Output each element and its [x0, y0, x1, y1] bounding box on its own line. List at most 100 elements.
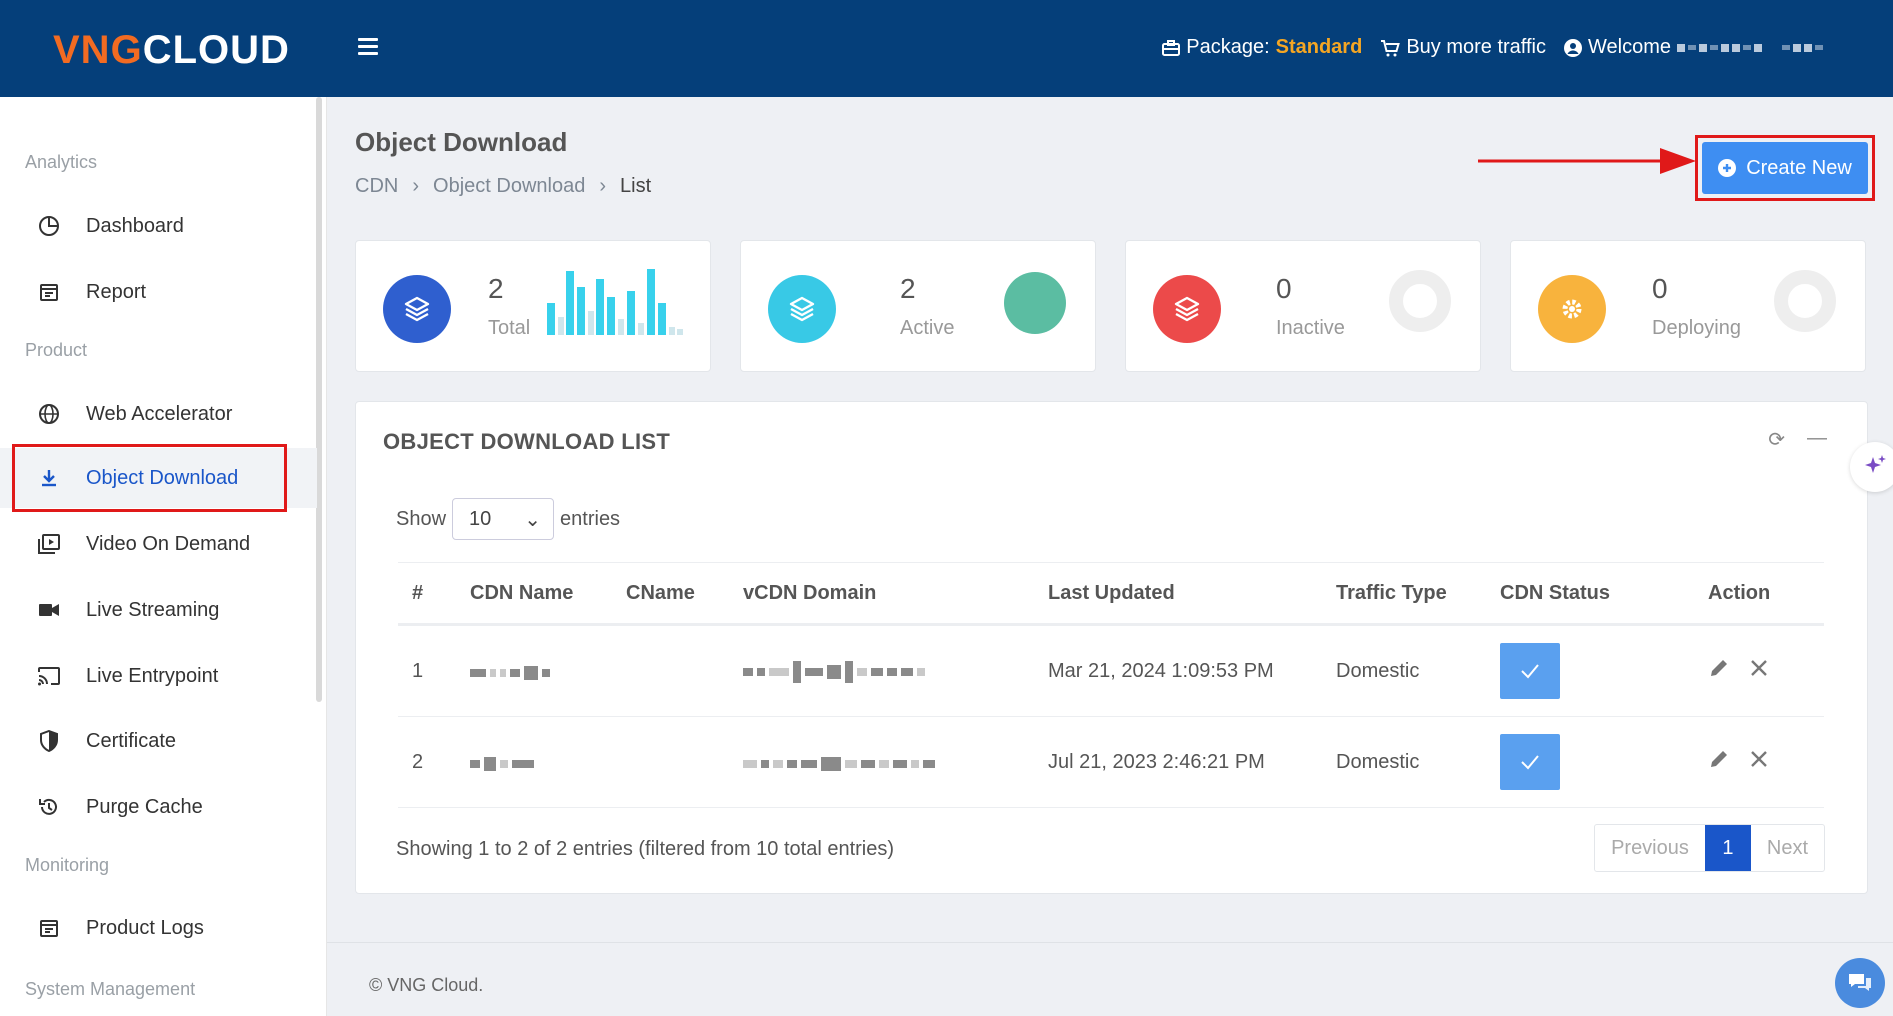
shield-icon — [34, 730, 64, 752]
footer: © VNG Cloud. — [327, 942, 1893, 1016]
history-icon — [34, 796, 64, 818]
show-label: Show — [396, 507, 447, 530]
sidebar-item-label: Dashboard — [86, 214, 184, 237]
col-index[interactable]: # — [398, 562, 456, 626]
donut-chart-icon — [1004, 272, 1066, 334]
refresh-icon[interactable]: ⟳ — [1768, 429, 1785, 451]
table-header-row: # CDN Name CName vCDN Domain Last Update… — [398, 562, 1824, 626]
edit-pencil-icon[interactable] — [1708, 748, 1730, 776]
breadcrumb-cdn[interactable]: CDN — [355, 175, 399, 197]
object-download-list-panel: OBJECT DOWNLOAD LIST ⟳ — Show 10 ⌄ entri… — [355, 401, 1868, 894]
download-icon — [34, 468, 64, 488]
row-index: 2 — [398, 717, 456, 808]
stat-value: 2 — [488, 273, 504, 304]
panel-tools: ⟳ — — [1768, 427, 1827, 452]
donut-chart-icon — [1389, 270, 1451, 332]
calendar-icon — [34, 282, 64, 302]
sidebar-item-certificate[interactable]: Certificate — [0, 711, 317, 771]
collapse-icon[interactable]: — — [1807, 427, 1827, 449]
last-updated-cell: Jul 21, 2023 2:46:21 PM — [1034, 717, 1322, 808]
check-icon — [1521, 664, 1539, 679]
layers-icon — [383, 275, 451, 343]
annotation-highlight-create — [1695, 135, 1875, 201]
stat-card-inactive: 0 Inactive — [1125, 240, 1481, 372]
edit-pencil-icon[interactable] — [1708, 657, 1730, 685]
page-size-select[interactable]: 10 ⌄ — [452, 498, 555, 540]
section-monitoring: Monitoring — [25, 855, 110, 875]
status-check-button[interactable] — [1500, 643, 1560, 699]
create-new-button[interactable]: Create New — [1702, 142, 1868, 194]
delete-close-icon[interactable] — [1750, 750, 1768, 774]
object-download-table: # CDN Name CName vCDN Domain Last Update… — [398, 562, 1824, 808]
delete-close-icon[interactable] — [1750, 659, 1768, 683]
col-vcdn-domain[interactable]: vCDN Domain — [729, 562, 1034, 626]
calendar-list-icon — [34, 918, 64, 938]
sidebar-item-product-logs[interactable]: Product Logs — [0, 898, 317, 958]
sidebar-item-label: Live Entrypoint — [86, 664, 219, 687]
stat-label: Inactive — [1276, 317, 1345, 339]
sidebar-item-object-download[interactable]: Object Download — [0, 448, 317, 508]
stat-value: 0 — [1276, 273, 1292, 304]
sidebar-item-live-streaming[interactable]: Live Streaming — [0, 580, 317, 640]
pagination-next[interactable]: Next — [1766, 836, 1808, 859]
sidebar-item-report[interactable]: Report — [0, 262, 317, 322]
buy-traffic-link[interactable]: Buy more traffic — [1380, 36, 1546, 59]
welcome-label: Welcome — [1588, 36, 1671, 58]
sidebar-item-dashboard[interactable]: Dashboard — [0, 196, 317, 256]
cdn-status-cell — [1486, 626, 1648, 717]
sidebar-item-live-entrypoint[interactable]: Live Entrypoint — [0, 646, 317, 706]
section-analytics: Analytics — [25, 152, 98, 172]
sidebar-scrollbar[interactable] — [316, 97, 322, 702]
sidebar-item-label: Live Streaming — [86, 598, 220, 621]
chat-bubble-icon[interactable] — [1835, 958, 1885, 1008]
stat-label: Deploying — [1652, 317, 1741, 339]
pagination: Previous 1 Next — [1594, 824, 1825, 872]
breadcrumb-separator-icon: › — [412, 175, 420, 197]
col-cdn-status[interactable]: CDN Status — [1486, 562, 1648, 626]
top-bar: VNGCLOUD Package: Standard Buy more traf… — [0, 0, 1893, 97]
user-menu[interactable]: Welcome — [1564, 36, 1823, 59]
redacted-cdn-name[interactable] — [456, 626, 612, 717]
create-new-label: Create New — [1746, 156, 1852, 179]
col-cname[interactable]: CName — [612, 562, 729, 626]
pagination-page-1[interactable]: 1 — [1704, 825, 1751, 871]
layers-icon — [1153, 275, 1221, 343]
menu-toggle-icon[interactable] — [358, 38, 378, 56]
package-value: Standard — [1275, 36, 1363, 58]
stat-card-total: 2 Total — [355, 240, 711, 372]
cdn-status-cell — [1486, 717, 1648, 808]
pagination-previous[interactable]: Previous — [1611, 836, 1689, 859]
status-check-button[interactable] — [1500, 734, 1560, 790]
sidebar-item-video-on-demand[interactable]: Video On Demand — [0, 514, 317, 574]
table-row: 2 Jul 21, 2023 2:46:21 PM Domestic — [398, 717, 1824, 808]
sidebar-item-label: Video On Demand — [86, 532, 251, 555]
gear-icon — [1538, 275, 1606, 343]
col-last-updated[interactable]: Last Updated — [1034, 562, 1322, 626]
page-size-value: 10 — [469, 507, 492, 530]
sidebar-item-label: Purge Cache — [86, 795, 203, 818]
redacted-vcdn-domain — [729, 626, 1034, 717]
breadcrumb-list: List — [620, 175, 652, 197]
copyright-text: © VNG Cloud. — [369, 975, 484, 995]
sidebar-item-label: Product Logs — [86, 916, 204, 939]
annotation-arrow — [1478, 148, 1696, 174]
row-index: 1 — [398, 626, 456, 717]
redacted-cdn-name[interactable] — [456, 717, 612, 808]
col-traffic-type[interactable]: Traffic Type — [1322, 562, 1486, 626]
buy-traffic-label: Buy more traffic — [1406, 36, 1546, 58]
sidebar-item-purge-cache[interactable]: Purge Cache — [0, 777, 317, 837]
sidebar-item-label: Object Download — [86, 466, 239, 489]
stat-card-active: 2 Active — [740, 240, 1096, 372]
breadcrumb-object-download[interactable]: Object Download — [433, 175, 586, 197]
stat-label: Total — [488, 317, 531, 339]
traffic-type-cell: Domestic — [1322, 717, 1486, 808]
sidebar-item-web-accelerator[interactable]: Web Accelerator — [0, 384, 317, 444]
ai-sparkle-icon[interactable] — [1850, 442, 1893, 492]
vng-cloud-logo[interactable]: VNGCLOUD — [53, 28, 290, 73]
cname-cell — [612, 626, 729, 717]
last-updated-cell: Mar 21, 2024 1:09:53 PM — [1034, 626, 1322, 717]
cname-cell — [612, 717, 729, 808]
check-icon — [1521, 755, 1539, 770]
globe-icon — [34, 403, 64, 425]
col-cdn-name[interactable]: CDN Name — [456, 562, 612, 626]
